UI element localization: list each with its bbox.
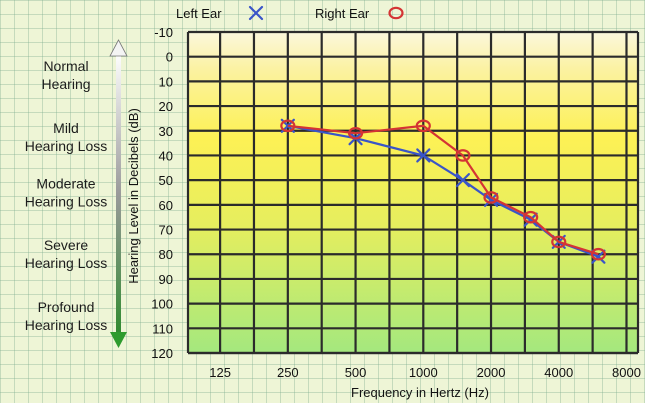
category-label: Normal Hearing (41, 58, 90, 92)
y-tick-label: 70 (159, 223, 173, 238)
legend-left-ear-label: Left Ear (176, 6, 222, 21)
x-tick-labels: 125 250 500 1000 2000 4000 8000 (209, 365, 641, 380)
category-label: Severe Hearing Loss (25, 237, 108, 271)
hearing-categories: Normal Hearing Mild Hearing Loss Moderate Hea… (25, 58, 108, 333)
x-tick-label: 125 (209, 365, 231, 380)
category-label: Profound Hearing Loss (25, 299, 108, 333)
y-tick-label: 10 (159, 74, 173, 89)
legend-right-ear-marker (388, 6, 404, 20)
y-tick-label: 90 (159, 272, 173, 287)
x-axis-title: Frequency in Hertz (Hz) (351, 385, 489, 400)
grid-lines (186, 30, 640, 355)
right-ear-point (347, 126, 364, 140)
y-tick-label: 40 (159, 148, 173, 163)
left-ear-point (483, 192, 499, 208)
right-ear-point (415, 119, 431, 133)
y-tick-label: 0 (166, 50, 173, 65)
category-label: Mild Hearing Loss (25, 120, 108, 154)
right-ear-point (455, 149, 471, 162)
y-tick-label: 50 (159, 173, 173, 188)
legend: Left Ear Right Ear (176, 5, 404, 21)
y-tick-label: 30 (159, 124, 173, 139)
legend-right-ear-symbol (388, 6, 404, 20)
x-tick-label: 2000 (477, 365, 506, 380)
legend-left-ear-symbol (248, 5, 264, 21)
y-tick-label: 110 (152, 321, 173, 336)
left-ear-point (416, 148, 431, 163)
right-ear-point (590, 247, 606, 261)
y-tick-label: -10 (154, 25, 173, 40)
y-axis-title: Hearing Level in Decibels (dB) (126, 108, 141, 284)
right-ear-point (523, 210, 539, 224)
y-tick-labels: -10 0 10 20 30 40 50 60 70 80 90 100 110 120 (151, 25, 173, 361)
legend-right-ear-label: Right Ear (315, 6, 370, 21)
category-label: Moderate Hearing Loss (25, 176, 108, 210)
x-tick-label: 500 (345, 365, 367, 380)
legend-left-ear-marker (248, 5, 264, 21)
y-tick-label: 20 (159, 99, 173, 114)
right-ear-point (483, 191, 499, 204)
x-tick-label: 8000 (612, 365, 641, 380)
x-tick-label: 1000 (409, 365, 438, 380)
left-ear-point (455, 173, 471, 188)
y-tick-label: 120 (151, 346, 173, 361)
y-tick-label: 100 (151, 297, 173, 312)
right-ear-point (551, 235, 567, 249)
y-tick-label: 80 (159, 247, 173, 262)
right-ear-point (280, 119, 296, 133)
x-tick-label: 4000 (544, 365, 573, 380)
series-layer (280, 118, 606, 264)
hearing-level-arrow (109, 39, 128, 348)
y-tick-label: 60 (159, 198, 173, 213)
plot-area (188, 32, 638, 353)
x-tick-label: 250 (277, 365, 299, 380)
